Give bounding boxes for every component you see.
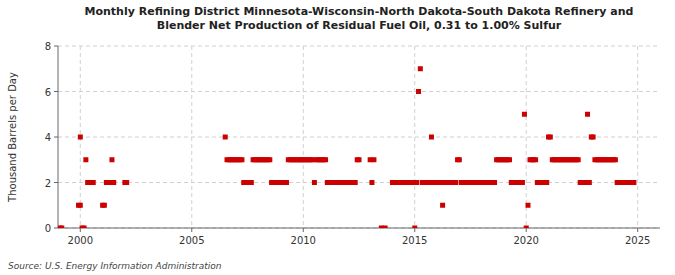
tick-label-y: 0 — [45, 223, 51, 234]
title-line: Monthly Refining District Minnesota-Wisc… — [85, 5, 634, 18]
point — [82, 226, 87, 229]
axes: 0 2 4 6 8 2000 2005 2010 2015 2020 2025 — [45, 41, 660, 246]
tick-label-y: 2 — [45, 178, 51, 189]
point — [526, 203, 531, 208]
point — [591, 135, 596, 140]
point — [414, 180, 419, 185]
point — [492, 180, 497, 185]
tick-x — [191, 228, 192, 232]
point — [507, 157, 512, 162]
tick-x — [414, 228, 415, 232]
point — [457, 157, 462, 162]
tick-x — [526, 228, 527, 232]
point — [83, 157, 88, 162]
tick-y — [54, 182, 58, 183]
title-line: Blender Net Production of Residual Fuel … — [157, 19, 562, 32]
point — [124, 180, 129, 185]
tick-y — [54, 137, 58, 138]
tick-label-y: 6 — [45, 87, 51, 98]
point — [353, 180, 358, 185]
point — [453, 180, 458, 185]
point — [416, 89, 421, 94]
point — [239, 157, 244, 162]
y-axis-line — [58, 46, 59, 228]
tick-x — [303, 228, 304, 232]
grid-line-x — [637, 46, 638, 228]
grid-line-x — [414, 46, 415, 228]
point — [91, 180, 96, 185]
tick-label-y: 4 — [45, 132, 51, 143]
grid-line-x — [526, 46, 527, 228]
tick-label-x: 2010 — [291, 235, 316, 246]
point — [613, 157, 618, 162]
point — [587, 180, 592, 185]
grid-line-y — [58, 228, 660, 229]
chart: Monthly Refining District Minnesota-Wisc… — [0, 0, 675, 275]
point — [383, 226, 388, 229]
point — [357, 157, 362, 162]
point — [631, 180, 636, 185]
grid-line-y — [58, 46, 660, 47]
tick-label-x: 2020 — [513, 235, 538, 246]
grid-line-x — [303, 46, 304, 228]
point — [533, 157, 538, 162]
point — [576, 157, 581, 162]
point — [418, 66, 423, 71]
tick-label-y: 8 — [45, 41, 51, 52]
point — [524, 226, 529, 229]
tick-label-x: 2015 — [402, 235, 427, 246]
point — [371, 157, 376, 162]
grid-line-y — [58, 182, 660, 183]
point — [109, 157, 114, 162]
point — [249, 180, 254, 185]
point — [102, 203, 107, 208]
tick-label-x: 2025 — [625, 235, 650, 246]
point — [522, 112, 527, 117]
point — [323, 157, 328, 162]
point — [369, 180, 374, 185]
tick-x — [637, 228, 638, 232]
point — [440, 203, 445, 208]
point — [312, 180, 317, 185]
point — [78, 135, 83, 140]
tick-label-x: 2000 — [68, 235, 93, 246]
point — [412, 226, 417, 229]
point — [59, 226, 64, 229]
point — [267, 157, 272, 162]
point — [78, 203, 83, 208]
tick-x — [80, 228, 81, 232]
grid — [58, 46, 660, 228]
tick-label-x: 2005 — [179, 235, 204, 246]
tick-y — [54, 91, 58, 92]
x-axis-line — [58, 228, 660, 229]
point — [111, 180, 116, 185]
grid-line-y — [58, 137, 660, 138]
grid-line-y — [58, 91, 660, 92]
point — [548, 135, 553, 140]
point — [223, 135, 228, 140]
point — [585, 112, 590, 117]
title: Monthly Refining District Minnesota-Wisc… — [85, 5, 634, 32]
tick-y — [54, 228, 58, 229]
point — [284, 180, 289, 185]
y-axis-label: Thousand Barrels per Day — [7, 72, 18, 203]
points — [58, 66, 636, 228]
point — [429, 135, 434, 140]
tick-y — [54, 46, 58, 47]
point — [544, 180, 549, 185]
point — [520, 180, 525, 185]
source: Source: U.S. Energy Information Administ… — [8, 261, 222, 271]
grid-line-x — [191, 46, 192, 228]
